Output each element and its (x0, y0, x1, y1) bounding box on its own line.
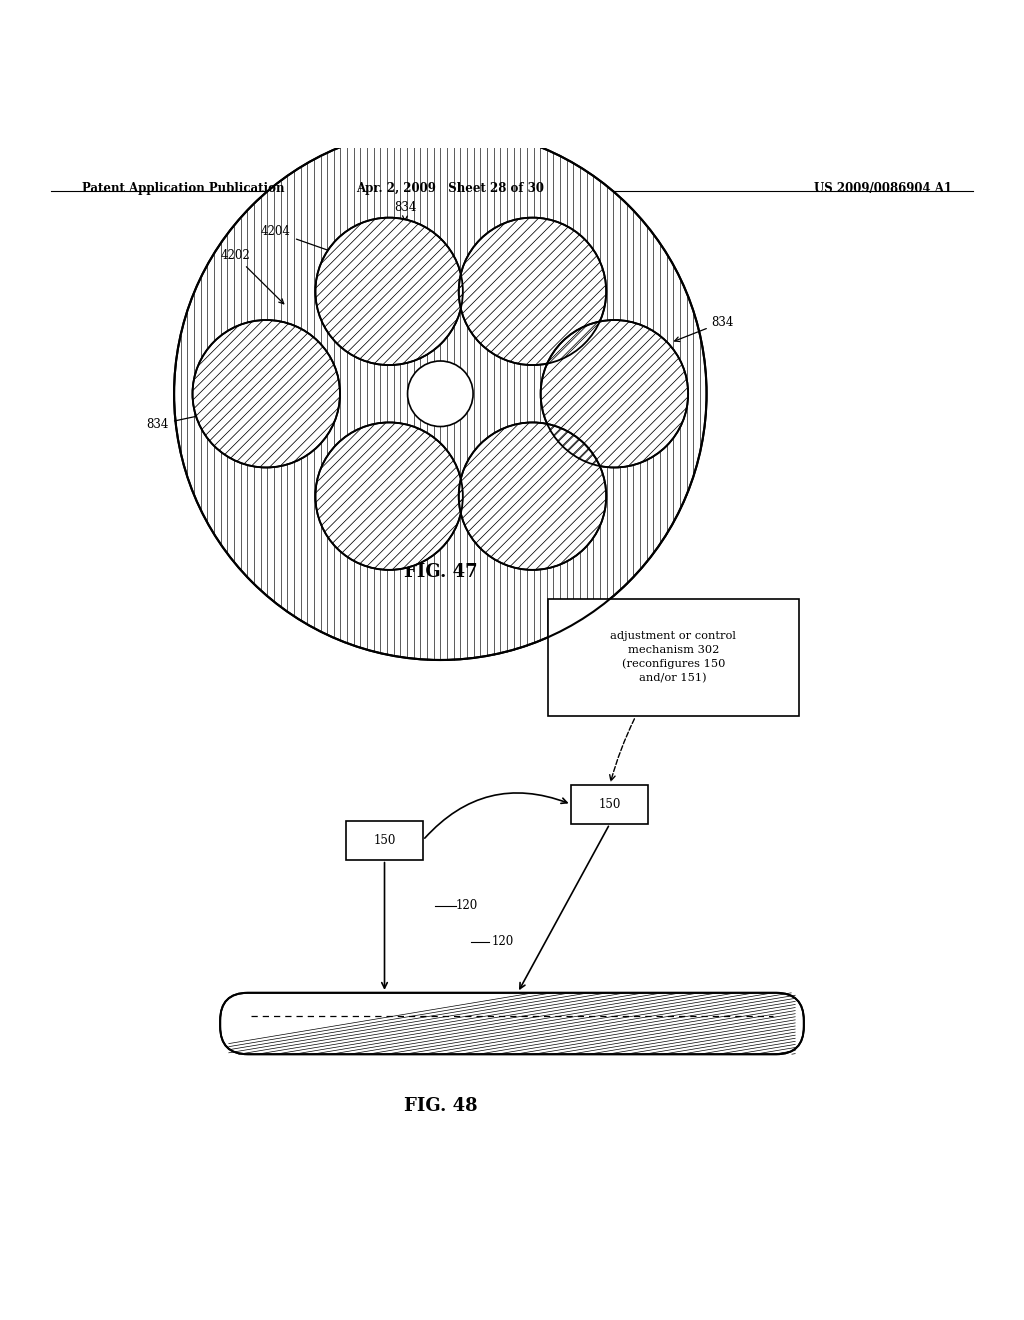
Text: 834: 834 (675, 315, 734, 342)
PathPatch shape (220, 993, 804, 1055)
Text: FIG. 48: FIG. 48 (403, 1097, 477, 1115)
Ellipse shape (459, 218, 606, 366)
Text: 150: 150 (599, 797, 621, 810)
Text: 150: 150 (374, 834, 395, 846)
Text: 834: 834 (394, 201, 417, 220)
Text: 834: 834 (146, 409, 226, 430)
Text: FIG. 47: FIG. 47 (403, 562, 477, 581)
FancyBboxPatch shape (548, 598, 799, 717)
Text: Apr. 2, 2009   Sheet 28 of 30: Apr. 2, 2009 Sheet 28 of 30 (356, 182, 545, 195)
Text: 120: 120 (492, 935, 514, 948)
Text: 4202: 4202 (220, 249, 284, 304)
FancyBboxPatch shape (571, 785, 648, 824)
Ellipse shape (174, 128, 707, 660)
FancyBboxPatch shape (346, 821, 423, 859)
Text: adjustment or control
mechanism 302
(reconfigures 150
and/or 151): adjustment or control mechanism 302 (rec… (610, 631, 736, 684)
Text: 120: 120 (456, 899, 478, 912)
Ellipse shape (193, 319, 340, 467)
Ellipse shape (541, 319, 688, 467)
Text: Patent Application Publication: Patent Application Publication (82, 182, 285, 195)
Ellipse shape (459, 422, 606, 570)
Text: 834: 834 (379, 544, 401, 564)
Ellipse shape (315, 218, 463, 366)
Text: 4204: 4204 (261, 226, 339, 255)
Ellipse shape (315, 422, 463, 570)
Text: US 2009/0086904 A1: US 2009/0086904 A1 (814, 182, 952, 195)
Ellipse shape (408, 360, 473, 426)
